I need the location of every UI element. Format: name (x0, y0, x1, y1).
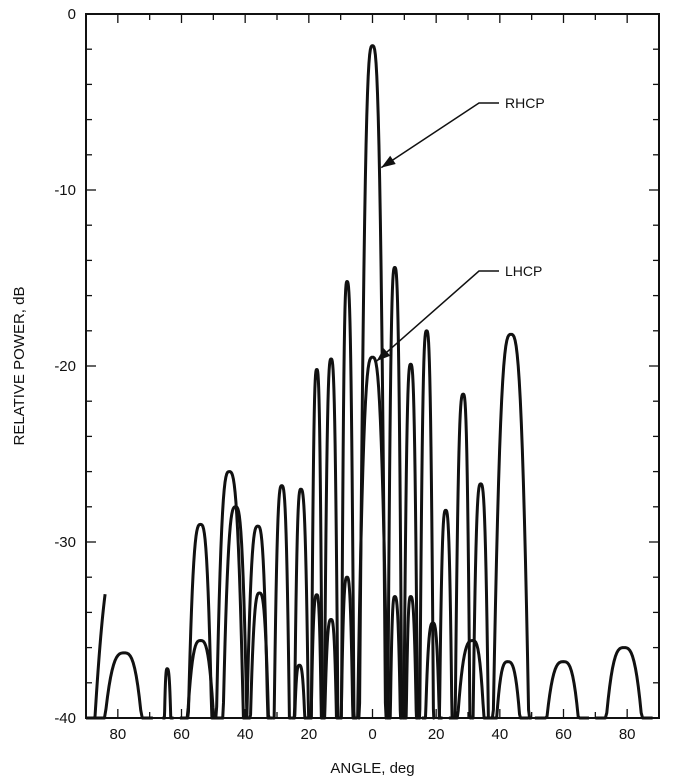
y-axis-title: RELATIVE POWER, dB (11, 287, 28, 446)
tick-labels-layer: 80 60 40 20 0 20 40 60 80 0 -10 -20 -30 -40 (54, 6, 635, 743)
lobe (337, 575, 357, 720)
lobe (489, 332, 533, 720)
lobe (354, 355, 391, 720)
x-tick-label: 40 (491, 726, 508, 743)
annotations-layer: RHCP LHCP (376, 95, 545, 362)
lobe (179, 639, 222, 720)
lobe (534, 660, 590, 720)
lobe (385, 265, 404, 720)
leader-line (380, 102, 499, 169)
lobe (307, 593, 325, 720)
lobe (595, 646, 653, 720)
lobe (436, 508, 455, 720)
y-tick-label: -40 (54, 710, 76, 727)
lobe (245, 591, 274, 720)
annotation-rhcp: RHCP (380, 95, 545, 169)
x-tick-label: 20 (428, 726, 445, 743)
x-tick-label: 80 (619, 726, 636, 743)
y-tick-label: -30 (54, 534, 76, 551)
lobe (470, 482, 492, 720)
ticks-layer (86, 14, 659, 718)
arrowhead (376, 348, 391, 362)
x-tick-label: 60 (555, 726, 572, 743)
y-tick-label: -10 (54, 182, 76, 199)
lobe (357, 44, 388, 720)
x-tick-label: 40 (237, 726, 254, 743)
x-tick-label: 60 (173, 726, 190, 743)
annotation-label: LHCP (505, 263, 542, 279)
series-rhcp (84, 44, 533, 720)
x-axis-title: ANGLE, deg (330, 760, 414, 777)
lobe (417, 329, 436, 720)
plot-frame (85, 13, 660, 719)
lobe (401, 362, 420, 720)
series-layer (84, 44, 653, 720)
lobe (309, 368, 325, 720)
lobe (322, 357, 341, 720)
lobe (291, 487, 312, 720)
lobe (161, 667, 175, 720)
leader-line (376, 270, 499, 362)
x-tick-label: 80 (109, 726, 126, 743)
x-tick-label: 20 (300, 726, 317, 743)
x-tick-label: 0 (368, 726, 376, 743)
lobe (339, 280, 357, 720)
lobe (452, 392, 473, 720)
annotation-label: RHCP (505, 95, 545, 111)
lobe (92, 651, 153, 720)
lobe (212, 470, 248, 720)
annotation-lhcp: LHCP (376, 263, 542, 362)
lobe (218, 505, 251, 720)
lobe (403, 595, 420, 720)
series-lhcp (92, 355, 653, 720)
lobe (271, 484, 293, 720)
y-tick-label: -20 (54, 358, 76, 375)
y-tick-label: 0 (68, 6, 76, 23)
lobe (387, 595, 404, 720)
lobe (183, 522, 216, 720)
arrowhead (381, 155, 396, 168)
